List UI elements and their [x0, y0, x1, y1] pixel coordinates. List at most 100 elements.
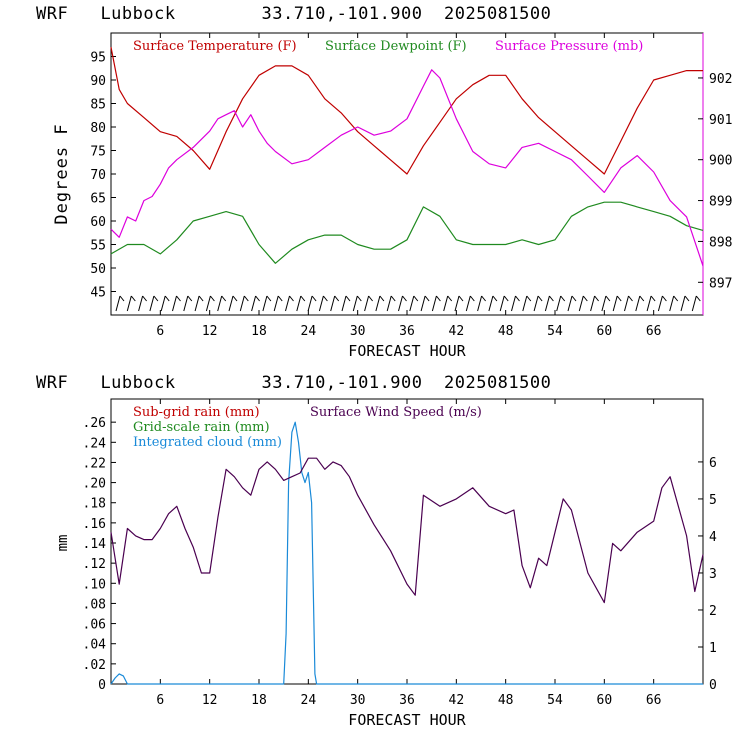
legend-surface-wind-speed: Surface Wind Speed (m/s) [310, 405, 482, 420]
wind-barb [669, 295, 679, 312]
bottom-series-surface-wind-speed-m-s [110, 457, 704, 604]
top-ytick-left-label: 70 [90, 168, 106, 183]
bottom-ytick-left-label: .08 [83, 597, 106, 612]
top-ytick-right-label: 902 [709, 72, 732, 87]
wind-barb-flag [368, 295, 373, 302]
wind-barb [285, 295, 294, 312]
wind-barb [273, 295, 283, 312]
wind-barb [262, 295, 272, 312]
bottom-ylabel: mm [55, 535, 71, 552]
wind-barb-flag [323, 295, 328, 302]
wind-barb-flag [142, 295, 147, 302]
wind-barb-flag [628, 295, 633, 302]
wind-barb [228, 295, 238, 312]
wind-barb-staff [330, 295, 336, 312]
wind-barb [556, 295, 566, 312]
wind-barb-flag [673, 295, 679, 302]
wind-barb-staff [115, 295, 121, 312]
wind-barb-flag [266, 295, 272, 302]
wind-barb-flag [210, 295, 215, 302]
bottom-run: 2025081500 [444, 373, 552, 393]
top-coords: 33.710,-101.900 [261, 4, 423, 24]
top-series-surface-pressure-mb [110, 69, 704, 267]
top-ytick-right-label: 900 [709, 154, 732, 169]
top-ytick-left-label: 75 [90, 145, 106, 160]
wind-barb-flag [187, 295, 193, 302]
wind-barb-flag [436, 295, 441, 302]
bottom-ytick-left-label: .16 [83, 517, 106, 532]
wind-barb [657, 295, 667, 312]
wind-barb-flag [300, 295, 306, 302]
wind-barb-flag [695, 295, 701, 302]
top-site: Lubbock [100, 4, 176, 24]
wind-barb [522, 295, 532, 312]
top-series-surface-temperature-f [110, 46, 703, 175]
top-xlabel: FORECAST HOUR [348, 342, 466, 360]
bottom-xtick-label: 18 [251, 693, 267, 708]
wind-barb-flag [289, 295, 294, 302]
wind-barb-flag [582, 295, 588, 302]
wind-barb-staff [544, 295, 550, 312]
wind-barb [296, 295, 306, 312]
bottom-ytick-left-label: .06 [83, 618, 106, 633]
bottom-ytick-left-label: .18 [83, 497, 106, 512]
wind-barb [183, 295, 193, 312]
wind-barb-staff [680, 295, 686, 312]
wind-barb [691, 295, 701, 312]
wind-barb-flag [537, 295, 543, 302]
wind-barb-flag [492, 295, 498, 302]
wind-barb-flag [594, 295, 599, 302]
top-ytick-left-label: 65 [90, 192, 106, 207]
wind-barb-staff [307, 295, 313, 312]
wind-barb [251, 295, 260, 312]
bottom-ytick-left-label: .12 [83, 557, 106, 572]
bottom-site: Lubbock [100, 373, 176, 393]
wind-barb-flag [221, 295, 227, 302]
wind-barb-flag [402, 295, 407, 302]
wind-barb [646, 295, 656, 312]
wind-barb [544, 295, 554, 312]
top-ytick-left-label: 50 [90, 262, 106, 277]
top-ytick-left-label: 85 [90, 98, 106, 113]
wind-barb-flag [662, 295, 667, 302]
wind-barb-flag [616, 295, 622, 302]
wind-barb-flag [650, 295, 656, 302]
wind-barb-flag [198, 295, 204, 302]
top-series-surface-dewpoint-f [110, 201, 704, 264]
wind-barb-staff [511, 295, 516, 312]
wind-barb-flag [413, 295, 419, 302]
wind-barb-staff [635, 295, 641, 312]
legend-surface-temperature: Surface Temperature (F) [133, 39, 297, 54]
wind-barb-staff [431, 295, 437, 312]
wind-barb-staff [488, 295, 494, 312]
top-ytick-left-label: 95 [90, 51, 106, 66]
wind-barb-staff [624, 295, 629, 312]
top-xtick-label: 6 [156, 324, 164, 339]
wind-barb [217, 295, 227, 312]
bottom-xtick-label: 48 [498, 693, 514, 708]
wind-barb [601, 295, 611, 312]
wind-barb-staff [228, 295, 234, 312]
wind-barb-flag [277, 295, 283, 302]
top-xtick-label: 42 [449, 324, 465, 339]
wind-barb-staff [465, 295, 471, 312]
wind-barb [160, 295, 170, 312]
wind-barb [409, 295, 419, 312]
wind-barb-flag [119, 295, 125, 302]
top-xtick-label: 60 [597, 324, 613, 339]
wind-barb-staff [601, 295, 607, 312]
wind-barb-flag [379, 295, 385, 302]
wind-barb-staff [590, 295, 596, 312]
bottom-xtick-label: 24 [301, 693, 317, 708]
wind-barb-staff [126, 295, 132, 312]
bottom-header: WRF Lubbock 33.710,-101.900 2025081500 [36, 373, 551, 393]
wind-barb [364, 295, 373, 312]
bottom-xtick-label: 36 [399, 693, 415, 708]
bottom-ytick-right-label: 0 [709, 678, 717, 693]
wind-barb-staff [657, 295, 663, 312]
wind-barb-staff [194, 295, 200, 312]
wind-barb-staff [262, 295, 268, 312]
legend-subgrid-rain: Sub-grid rain (mm) [133, 405, 260, 420]
legend-surface-pressure: Surface Pressure (mb) [495, 39, 643, 54]
